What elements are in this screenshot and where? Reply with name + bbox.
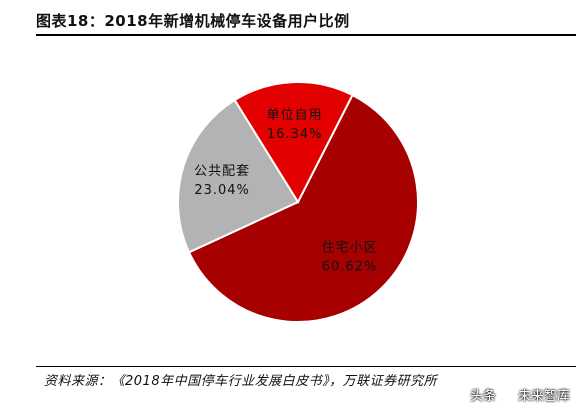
at-icon: @ [498, 386, 515, 403]
slice-value-residential: 60.62% [322, 260, 378, 275]
source-divider [36, 366, 576, 367]
pie-slice-residential [187, 93, 419, 323]
pie-slice-unit [233, 81, 354, 205]
slice-value-public: 23.04% [194, 183, 250, 198]
slice-value-unit: 16.34% [267, 127, 323, 142]
slice-label-unit: 单位自用 [267, 108, 323, 123]
chart-title: 图表18：2018年新增机械停车设备用户比例 [36, 12, 350, 30]
pie-chart: 住宅小区 60.62% 公共配套 23.04% 单位自用 16.34% [177, 81, 419, 323]
title-bar: 图表18：2018年新增机械停车设备用户比例 [36, 6, 576, 36]
source-note: 资料来源：《2018年中国停车行业发展白皮书》，万联证券研究所 [44, 374, 438, 389]
watermark-text: 未来智库 [517, 389, 570, 404]
chart-area: 住宅小区 60.62% 公共配套 23.04% 单位自用 16.34% [0, 40, 586, 360]
pie-slice-public [177, 98, 300, 254]
slice-label-residential: 住宅小区 [322, 241, 378, 256]
slice-label-public: 公共配套 [194, 163, 250, 179]
watermark: 头条 @ 未来智库 [470, 385, 570, 404]
watermark-prefix: 头条 [469, 389, 496, 404]
